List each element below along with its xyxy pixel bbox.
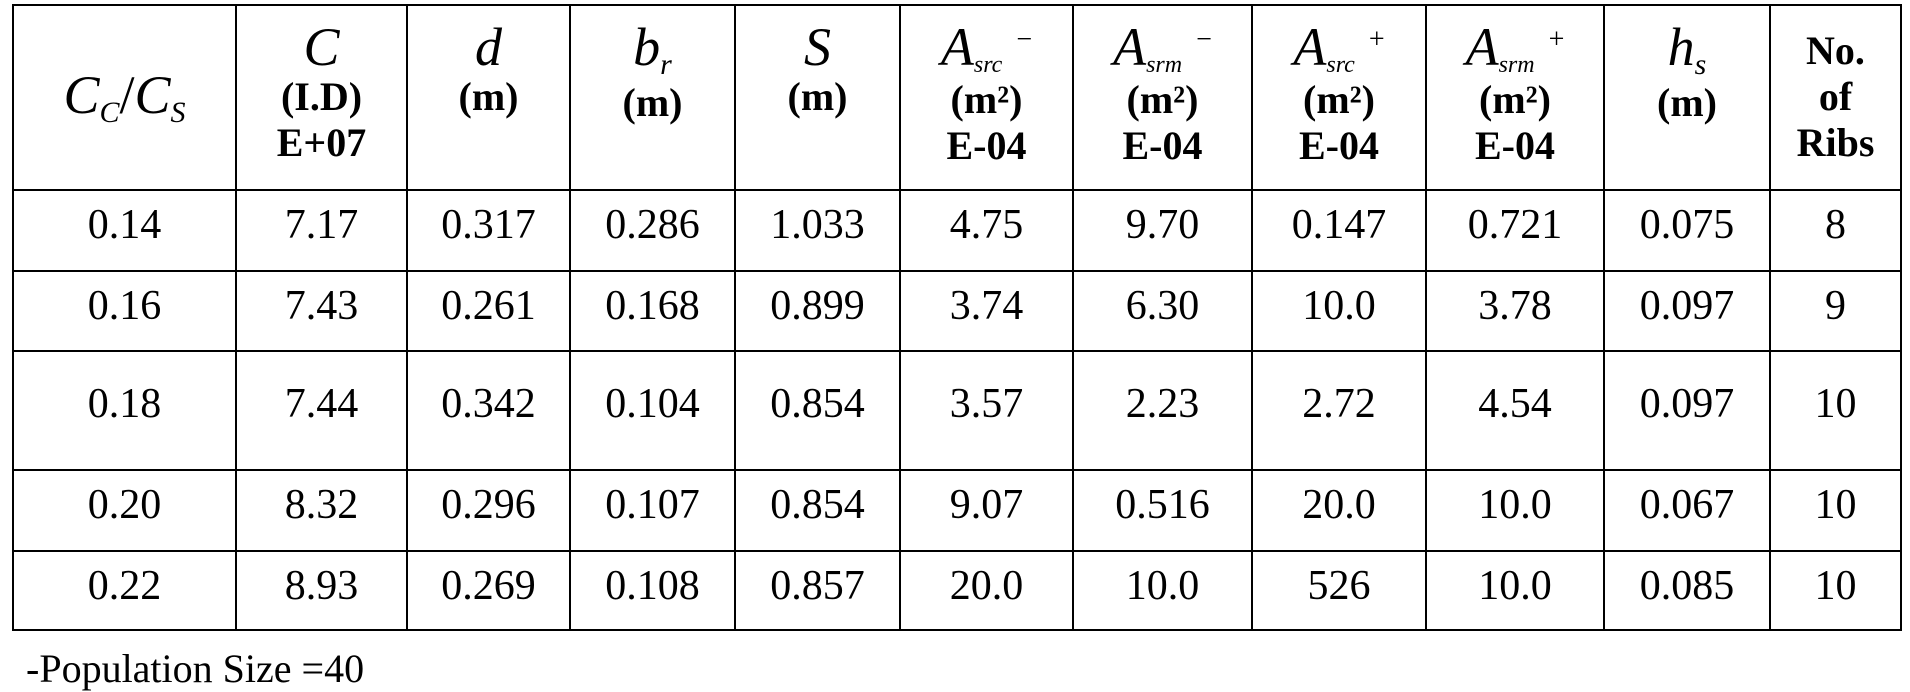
table-cell: 0.107 [569, 469, 736, 552]
table-cell: 0.857 [734, 550, 901, 631]
table-cell: 0.516 [1072, 469, 1253, 552]
table-cell: 0.097 [1603, 350, 1771, 471]
header-s: S (m) [734, 4, 901, 191]
table-row: 0.16 7.43 0.261 0.168 0.899 3.74 6.30 10.0 3.78 0… [12, 270, 1902, 352]
table-cell: 0.854 [734, 469, 901, 552]
table-cell: 9.07 [899, 469, 1074, 552]
table-cell: 6.30 [1072, 270, 1253, 352]
table-cell: 0.899 [734, 270, 901, 352]
table-cell: 2.72 [1251, 350, 1427, 471]
table-cell: 0.075 [1603, 189, 1771, 272]
table-cell: 0.296 [406, 469, 571, 552]
table-row: 0.20 8.32 0.296 0.107 0.854 9.07 0.516 20.0 10.0… [12, 469, 1902, 552]
header-br: br (m) [569, 4, 736, 191]
table-cell: 526 [1251, 550, 1427, 631]
table-cell: 10 [1769, 350, 1902, 471]
table-cell: 2.23 [1072, 350, 1253, 471]
table-cell: 4.54 [1425, 350, 1605, 471]
header-asrc-minus: Asrc− (m²) E-04 [899, 4, 1074, 191]
table-row: 0.22 8.93 0.269 0.108 0.857 20.0 10.0 526 10.0 0.… [12, 550, 1902, 631]
table-cell: 0.067 [1603, 469, 1771, 552]
header-d: d (m) [406, 4, 571, 191]
table-cell: 0.721 [1425, 189, 1605, 272]
table-cell: 0.085 [1603, 550, 1771, 631]
table-cell: 0.261 [406, 270, 571, 352]
table-cell: 10 [1769, 469, 1902, 552]
table-cell: 0.22 [12, 550, 237, 631]
table-cell: 0.097 [1603, 270, 1771, 352]
table-cell: 0.108 [569, 550, 736, 631]
table-cell: 20.0 [899, 550, 1074, 631]
header-asrm-minus: Asrm− (m²) E-04 [1072, 4, 1253, 191]
header-hs: hs (m) [1603, 4, 1771, 191]
table-cell: 0.854 [734, 350, 901, 471]
table-cell: 0.16 [12, 270, 237, 352]
table-cell: 3.78 [1425, 270, 1605, 352]
table-cell: 4.75 [899, 189, 1074, 272]
table-cell: 10 [1769, 550, 1902, 631]
table-cell: 0.18 [12, 350, 237, 471]
table-cell: 0.168 [569, 270, 736, 352]
table-row: 0.18 7.44 0.342 0.104 0.854 3.57 2.23 2.72 4.54 0… [12, 350, 1902, 471]
header-cc-cs: CC/CS [12, 4, 237, 191]
table-cell: 7.43 [235, 270, 408, 352]
table-cell: 8.32 [235, 469, 408, 552]
table-cell: 10.0 [1425, 550, 1605, 631]
table-cell: 9.70 [1072, 189, 1253, 272]
table-cell: 0.342 [406, 350, 571, 471]
header-asrc-plus: Asrc+ (m²) E-04 [1251, 4, 1427, 191]
header-c: C (I.D) E+07 [235, 4, 408, 191]
table-cell: 10.0 [1072, 550, 1253, 631]
table-cell: 3.74 [899, 270, 1074, 352]
table-cell: 0.317 [406, 189, 571, 272]
results-table: CC/CS C (I.D) E+07 d (m) br (m) S (m) As… [12, 4, 1902, 631]
table-cell: 9 [1769, 270, 1902, 352]
table-cell: 7.44 [235, 350, 408, 471]
table-cell: 7.17 [235, 189, 408, 272]
table-cell: 8.93 [235, 550, 408, 631]
table-cell: 10.0 [1251, 270, 1427, 352]
table-cell: 3.57 [899, 350, 1074, 471]
header-asrm-plus: Asrm+ (m²) E-04 [1425, 4, 1605, 191]
table-body: 0.14 7.17 0.317 0.286 1.033 4.75 9.70 0.147 0.72… [12, 189, 1902, 631]
table-cell: 0.286 [569, 189, 736, 272]
footer-note: -Population Size =40 [26, 646, 365, 691]
table-cell: 0.20 [12, 469, 237, 552]
header-row: CC/CS C (I.D) E+07 d (m) br (m) S (m) As… [12, 4, 1902, 191]
header-no-of-ribs: No. of Ribs [1769, 4, 1902, 191]
table-cell: 10.0 [1425, 469, 1605, 552]
table-cell: 20.0 [1251, 469, 1427, 552]
table-cell: 1.033 [734, 189, 901, 272]
table-cell: 0.104 [569, 350, 736, 471]
table-cell: 0.14 [12, 189, 237, 272]
table-cell: 0.269 [406, 550, 571, 631]
table-cell: 0.147 [1251, 189, 1427, 272]
table-cell: 8 [1769, 189, 1902, 272]
table-row: 0.14 7.17 0.317 0.286 1.033 4.75 9.70 0.147 0.72… [12, 189, 1902, 272]
